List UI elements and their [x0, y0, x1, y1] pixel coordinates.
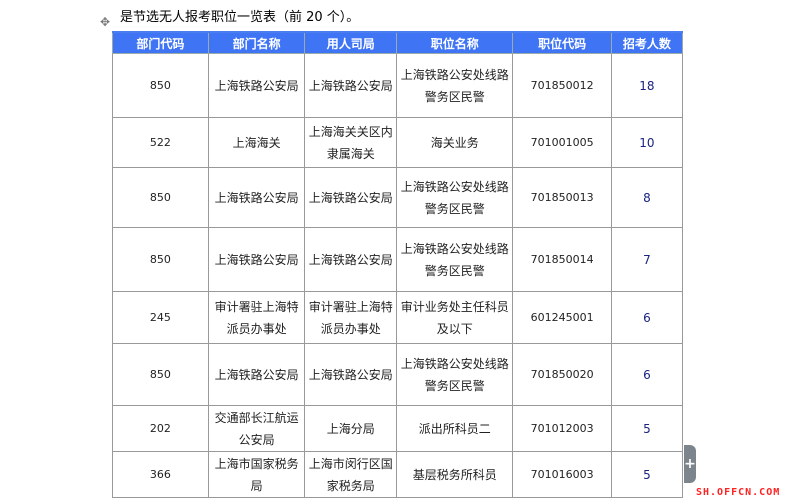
table-cell: 601245001 [512, 291, 612, 344]
table-row: 522 上海海关 上海海关关区内隶属海关 海关业务 701001005 10 [112, 117, 684, 168]
table-cell: 审计署驻上海特派员办事处 [304, 291, 398, 344]
table-row: 850 上海铁路公安局 上海铁路公安局 上海铁路公安处线路警务区民警 701850014… [112, 227, 684, 292]
table-cell: 701001005 [512, 117, 612, 168]
table-cell: 上海铁路公安局 [207, 343, 306, 406]
table-cell: 上海分局 [304, 405, 398, 452]
table-cell: 上海铁路公安局 [304, 53, 398, 118]
table-cell: 701850012 [512, 53, 612, 118]
table-row: 850 上海铁路公安局 上海铁路公安局 上海铁路公安处线路警务区民警 701850020… [112, 343, 684, 406]
table-row: 245 审计署驻上海特派员办事处 审计署驻上海特派员办事处 审计业务处主任科员及以下 6… [112, 291, 684, 344]
table-row: 850 上海铁路公安局 上海铁路公安局 上海铁路公安处线路警务区民警 701850013… [112, 167, 684, 228]
table-cell: 交通部长江航运公安局 [207, 405, 306, 452]
table-cell: 5 [610, 405, 684, 452]
table-cell: 366 [112, 451, 209, 498]
table-cell: 701850013 [512, 167, 612, 228]
column-header: 招考人数 [610, 31, 684, 54]
table-cell: 上海海关关区内隶属海关 [304, 117, 398, 168]
table-cell: 8 [610, 167, 684, 228]
table-cell: 245 [112, 291, 209, 344]
table-cell: 18 [610, 53, 684, 118]
column-header: 职位代码 [512, 31, 612, 54]
table-cell: 850 [112, 53, 209, 118]
table-cell: 上海铁路公安处线路警务区民警 [396, 53, 514, 118]
table-cell: 上海铁路公安局 [207, 227, 306, 292]
table-cell: 10 [610, 117, 684, 168]
table-cell: 上海铁路公安局 [304, 167, 398, 228]
column-header: 部门名称 [207, 31, 306, 54]
table-cell: 上海市国家税务局 [207, 451, 306, 498]
table-row: 850 上海铁路公安局 上海铁路公安局 上海铁路公安处线路警务区民警 701850012… [112, 53, 684, 118]
table-cell: 海关业务 [396, 117, 514, 168]
table-cell: 701850014 [512, 227, 612, 292]
table-cell: 上海铁路公安局 [304, 227, 398, 292]
positions-table: 部门代码 部门名称 用人司局 职位名称 职位代码 招考人数 850 上海铁路公安局 上海铁路公… [112, 31, 684, 498]
table-cell: 701016003 [512, 451, 612, 498]
table-cell: 基层税务所科员 [396, 451, 514, 498]
table-cell: 850 [112, 167, 209, 228]
table-row: 202 交通部长江航运公安局 上海分局 派出所科员二 701012003 5 [112, 405, 684, 452]
table-row: 366 上海市国家税务局 上海市闵行区国家税务局 基层税务所科员 701016003 5 [112, 451, 684, 498]
column-header: 用人司局 [304, 31, 398, 54]
table-cell: 701850020 [512, 343, 612, 406]
table-cell: 6 [610, 291, 684, 344]
column-header: 部门代码 [112, 31, 209, 54]
table-cell: 上海市闵行区国家税务局 [304, 451, 398, 498]
table-cell: 522 [112, 117, 209, 168]
expand-button[interactable]: + [684, 445, 696, 483]
table-cell: 701012003 [512, 405, 612, 452]
table-cell: 202 [112, 405, 209, 452]
table-cell: 审计署驻上海特派员办事处 [207, 291, 306, 344]
table-cell: 850 [112, 227, 209, 292]
table-cell: 5 [610, 451, 684, 498]
table-cell: 6 [610, 343, 684, 406]
table-cell: 850 [112, 343, 209, 406]
table-cell: 7 [610, 227, 684, 292]
column-header: 职位名称 [396, 31, 514, 54]
table-cell: 上海铁路公安处线路警务区民警 [396, 167, 514, 228]
table-cell: 上海铁路公安局 [304, 343, 398, 406]
table-cell: 上海海关 [207, 117, 306, 168]
page-title: 是节选无人报考职位一览表（前 20 个）。 [120, 10, 360, 25]
table-cell: 审计业务处主任科员及以下 [396, 291, 514, 344]
move-handle-icon[interactable]: ✥ [100, 15, 111, 29]
watermark-logo: SH.OFFCN.COM [696, 487, 781, 498]
table-cell: 派出所科员二 [396, 405, 514, 452]
table-cell: 上海铁路公安局 [207, 167, 306, 228]
table-cell: 上海铁路公安处线路警务区民警 [396, 227, 514, 292]
table-cell: 上海铁路公安局 [207, 53, 306, 118]
table-cell: 上海铁路公安处线路警务区民警 [396, 343, 514, 406]
